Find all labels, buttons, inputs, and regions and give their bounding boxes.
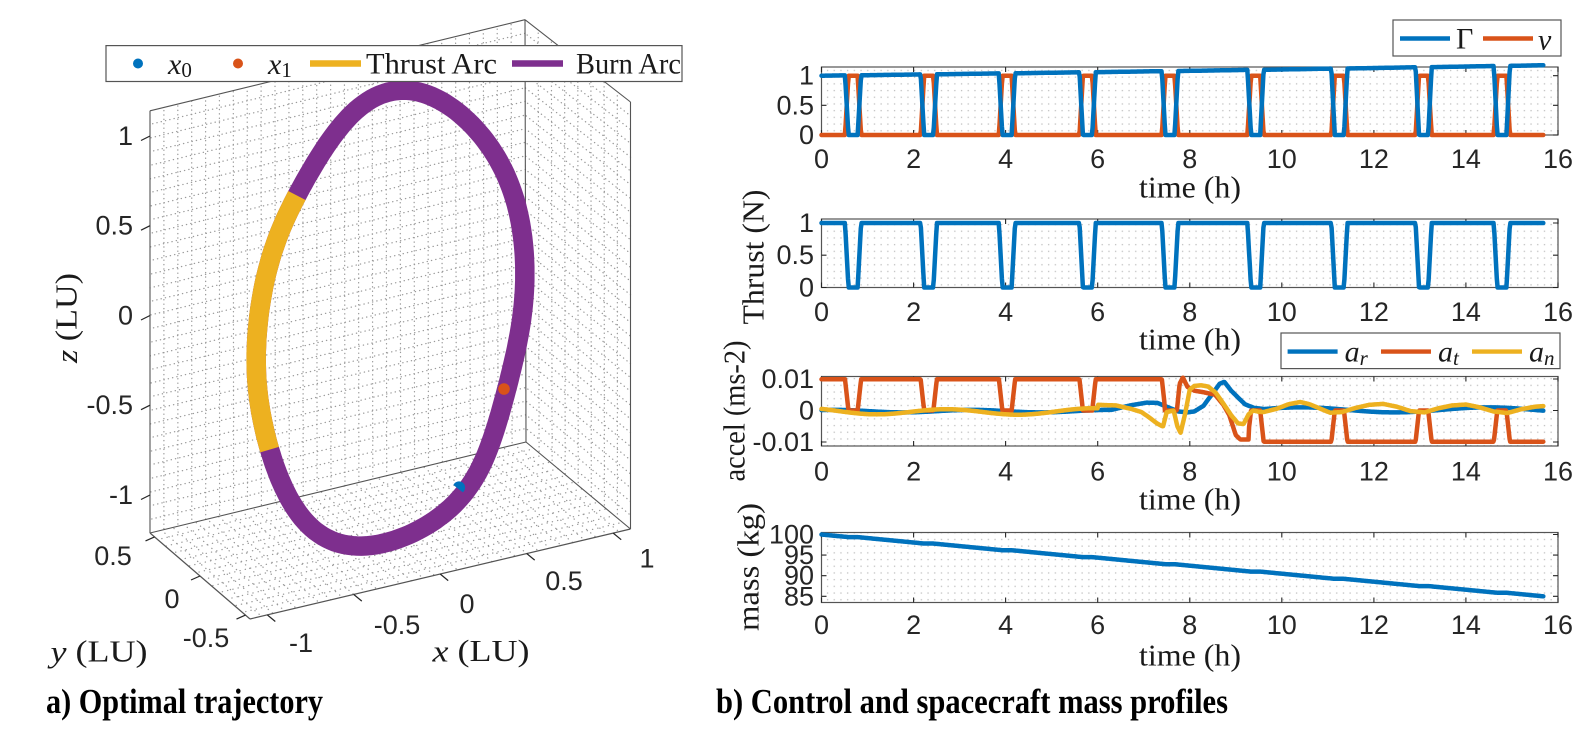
svg-text:14: 14 <box>1451 144 1481 174</box>
svg-text:4: 4 <box>998 297 1013 327</box>
svg-text:95: 95 <box>784 540 814 570</box>
svg-text:Thrust (N): Thrust (N) <box>736 190 771 325</box>
svg-text:12: 12 <box>1359 144 1389 174</box>
svg-text:-0.01: -0.01 <box>752 427 814 457</box>
svg-text:1: 1 <box>799 208 814 238</box>
svg-text:x0: x0 <box>167 48 192 83</box>
svg-text:0: 0 <box>814 144 829 174</box>
svg-text:16: 16 <box>1543 297 1573 327</box>
svg-text:-1: -1 <box>109 480 133 510</box>
svg-text:8: 8 <box>1182 457 1197 487</box>
svg-text:Burn Arc: Burn Arc <box>576 48 681 81</box>
svg-text:0: 0 <box>118 301 133 331</box>
svg-text:a) Optimal trajectory: a) Optimal trajectory <box>46 682 323 721</box>
svg-text:0: 0 <box>459 589 474 619</box>
svg-text:6: 6 <box>1090 610 1105 640</box>
svg-text:2: 2 <box>906 457 921 487</box>
svg-text:Thrust Arc: Thrust Arc <box>366 48 497 81</box>
svg-text:0: 0 <box>799 396 814 426</box>
svg-text:z (LU): z (LU) <box>49 273 84 364</box>
svg-text:mass (kg): mass (kg) <box>731 503 766 631</box>
svg-text:12: 12 <box>1359 297 1389 327</box>
svg-text:-0.5: -0.5 <box>86 390 133 420</box>
svg-text:10: 10 <box>1267 610 1297 640</box>
svg-text:0.5: 0.5 <box>94 541 132 571</box>
svg-text:8: 8 <box>1182 144 1197 174</box>
svg-text:ν: ν <box>1538 24 1552 57</box>
svg-text:Γ: Γ <box>1456 23 1473 56</box>
svg-text:time (h): time (h) <box>1139 170 1241 205</box>
svg-text:0.5: 0.5 <box>545 566 583 596</box>
svg-text:0.5: 0.5 <box>776 240 814 270</box>
svg-text:accel (ms-2): accel (ms-2) <box>717 341 752 482</box>
svg-text:b) Control and spacecraft mass: b) Control and spacecraft mass profiles <box>716 682 1228 721</box>
svg-text:100: 100 <box>769 520 814 550</box>
svg-text:time (h): time (h) <box>1139 482 1241 517</box>
svg-text:16: 16 <box>1543 610 1573 640</box>
svg-text:0.01: 0.01 <box>761 364 814 394</box>
svg-text:8: 8 <box>1182 297 1197 327</box>
svg-text:4: 4 <box>998 610 1013 640</box>
svg-text:-1: -1 <box>289 628 313 658</box>
svg-text:0: 0 <box>814 610 829 640</box>
svg-text:2: 2 <box>906 610 921 640</box>
svg-text:10: 10 <box>1267 144 1297 174</box>
svg-text:16: 16 <box>1543 457 1573 487</box>
svg-text:0: 0 <box>164 584 179 614</box>
svg-text:time (h): time (h) <box>1139 638 1241 673</box>
svg-text:0.5: 0.5 <box>95 211 133 241</box>
svg-text:0: 0 <box>799 120 814 150</box>
svg-text:x (LU): x (LU) <box>431 633 529 668</box>
svg-text:2: 2 <box>906 297 921 327</box>
svg-text:0: 0 <box>814 297 829 327</box>
svg-text:time (h): time (h) <box>1139 322 1241 357</box>
svg-text:6: 6 <box>1090 144 1105 174</box>
svg-text:12: 12 <box>1359 610 1389 640</box>
svg-text:-0.5: -0.5 <box>183 623 230 653</box>
svg-text:6: 6 <box>1090 457 1105 487</box>
svg-text:0: 0 <box>814 457 829 487</box>
svg-text:6: 6 <box>1090 297 1105 327</box>
svg-text:0: 0 <box>799 273 814 303</box>
svg-text:14: 14 <box>1451 297 1481 327</box>
svg-text:y (LU): y (LU) <box>47 634 147 669</box>
svg-text:8: 8 <box>1182 610 1197 640</box>
svg-text:16: 16 <box>1543 144 1573 174</box>
svg-text:0.5: 0.5 <box>776 90 814 120</box>
svg-text:14: 14 <box>1451 457 1481 487</box>
svg-text:1: 1 <box>639 544 654 574</box>
svg-text:12: 12 <box>1359 457 1389 487</box>
svg-text:85: 85 <box>784 581 814 611</box>
svg-text:x1: x1 <box>267 48 292 83</box>
svg-text:90: 90 <box>784 561 814 591</box>
svg-text:4: 4 <box>998 144 1013 174</box>
svg-text:10: 10 <box>1267 457 1297 487</box>
svg-text:1: 1 <box>799 61 814 91</box>
svg-text:-0.5: -0.5 <box>374 610 421 640</box>
svg-text:2: 2 <box>906 144 921 174</box>
svg-text:10: 10 <box>1267 297 1297 327</box>
svg-text:4: 4 <box>998 457 1013 487</box>
svg-text:1: 1 <box>118 121 133 151</box>
svg-text:14: 14 <box>1451 610 1481 640</box>
